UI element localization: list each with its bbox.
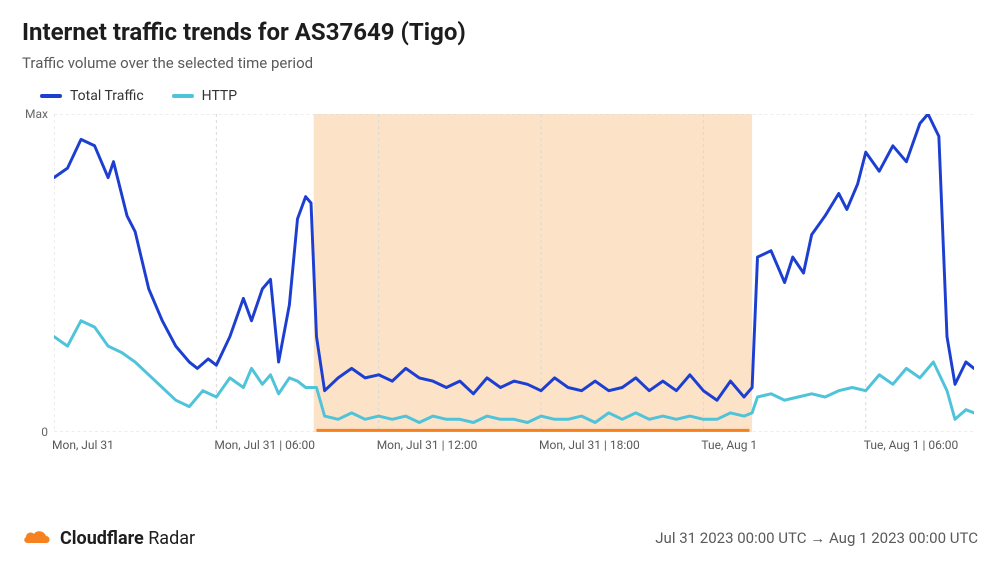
chart-subtitle: Traffic volume over the selected time pe… [22,54,978,72]
chart-area: Max 0 [54,114,974,432]
legend-item-total: Total Traffic [40,88,144,104]
legend-swatch [172,94,194,98]
brand-text: Cloudflare Radar [60,528,195,549]
legend-label: HTTP [202,88,237,104]
y-tick-zero: 0 [41,425,54,439]
legend: Total Traffic HTTP [22,88,978,104]
x-axis-labels: Mon, Jul 31 Mon, Jul 31 | 06:00 Mon, Jul 3… [54,438,974,456]
chart-title: Internet traffic trends for AS37649 (Tig… [22,18,978,46]
time-range: Jul 31 2023 00:00 UTC → Aug 1 2023 00:00… [655,529,978,547]
x-tick-label: Tue, Aug 1 [701,438,757,452]
legend-label: Total Traffic [70,88,144,104]
cloudflare-icon [22,527,52,549]
x-tick-label: Mon, Jul 31 | 06:00 [214,438,315,452]
legend-item-http: HTTP [172,88,237,104]
x-tick-label: Mon, Jul 31 | 12:00 [377,438,478,452]
legend-swatch [40,94,62,98]
x-tick-label: Mon, Jul 31 [52,438,114,452]
x-tick-label: Mon, Jul 31 | 18:00 [539,438,640,452]
y-tick-max: Max [25,107,54,121]
x-tick-label: Tue, Aug 1 | 06:00 [864,438,959,452]
footer: Cloudflare Radar Jul 31 2023 00:00 UTC →… [0,515,1000,563]
brand: Cloudflare Radar [22,527,195,549]
line-chart-svg [54,114,974,432]
